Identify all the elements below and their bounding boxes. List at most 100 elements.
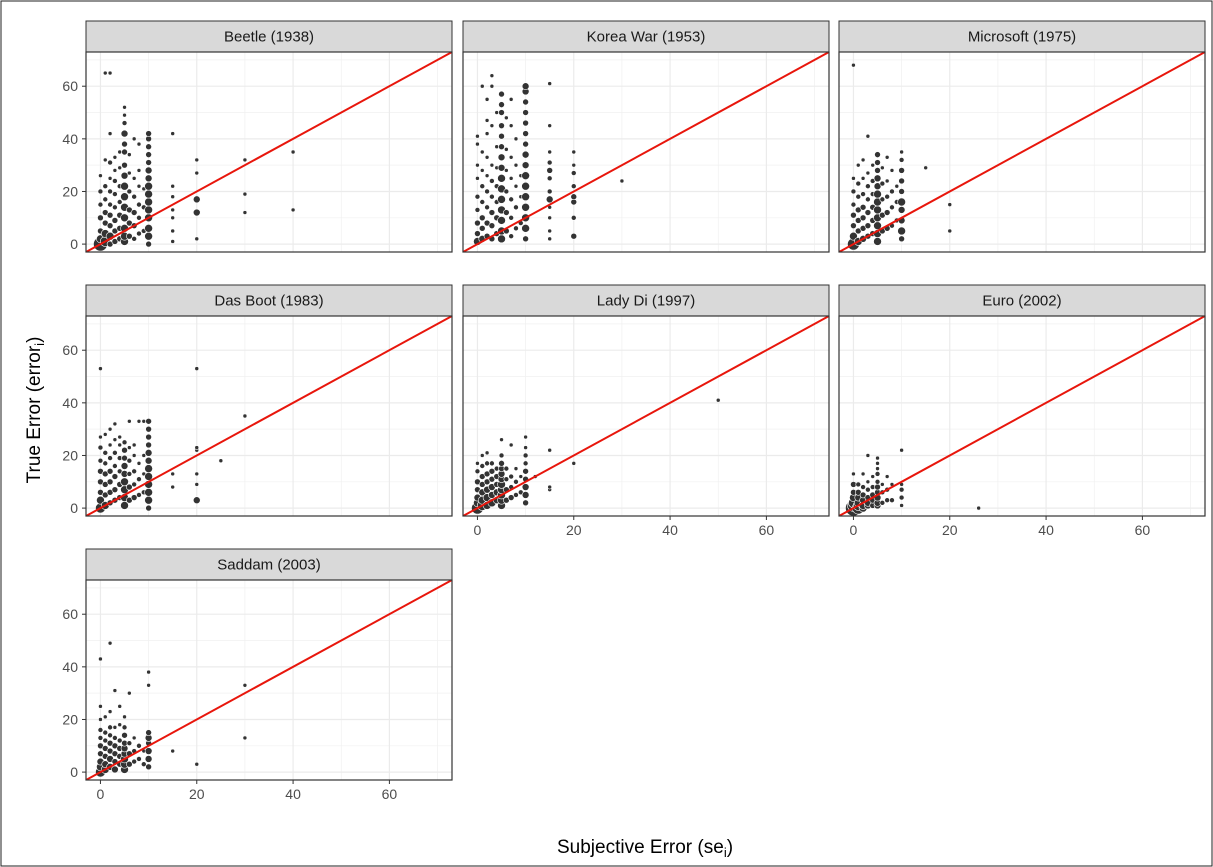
panel-5-strip bbox=[462, 284, 830, 317]
panel-2-point bbox=[619, 178, 625, 184]
panel-4-point bbox=[112, 421, 118, 427]
panel-7-point bbox=[144, 755, 153, 763]
panel-3-point bbox=[898, 235, 905, 243]
panel-2-point bbox=[504, 115, 509, 121]
panel-3-point bbox=[851, 176, 856, 181]
panel-5-point bbox=[513, 466, 519, 471]
panel-6-strip bbox=[838, 284, 1206, 317]
panel-7-point bbox=[98, 717, 103, 722]
panel-3-point bbox=[849, 231, 858, 241]
panel-2-point bbox=[570, 183, 577, 190]
panel-1-point bbox=[144, 197, 153, 207]
panel-4-point bbox=[120, 462, 129, 470]
panel-7-y-tick-label: 60 bbox=[62, 606, 78, 622]
panel-7-point bbox=[145, 763, 152, 771]
panel-3-point bbox=[923, 165, 928, 171]
panel-2-point bbox=[484, 154, 490, 160]
panel-4-point bbox=[102, 432, 108, 437]
panel-3-point bbox=[880, 165, 885, 171]
panel-7-point bbox=[102, 714, 108, 720]
panel-1-point bbox=[170, 183, 175, 189]
panel-2-title: Korea War (1953) bbox=[587, 29, 706, 46]
panel-3-point bbox=[865, 196, 871, 203]
panel-4-y-tick-label: 0 bbox=[70, 500, 78, 516]
panel-3-point bbox=[889, 204, 895, 211]
panel-3-point bbox=[883, 209, 891, 216]
panel-7-point bbox=[97, 727, 104, 733]
panel-1-point bbox=[102, 70, 108, 76]
panel-7-point bbox=[107, 732, 113, 739]
panel-3-point bbox=[884, 193, 890, 200]
panel-7-point bbox=[117, 722, 123, 728]
panel-5-point bbox=[523, 445, 528, 450]
panel-3-point bbox=[897, 226, 906, 236]
panel-3-point bbox=[855, 193, 862, 200]
panel-4-point bbox=[192, 496, 201, 505]
panel-2-point bbox=[571, 149, 577, 155]
panel-1-point bbox=[97, 214, 104, 222]
panel-6-point bbox=[851, 471, 856, 477]
panel-5-point bbox=[547, 484, 552, 490]
panel-7-point bbox=[98, 656, 103, 662]
panel-7-x-tick-label: 20 bbox=[189, 786, 205, 802]
panel-7-point bbox=[97, 735, 104, 741]
panel-4-point bbox=[194, 471, 200, 477]
panel-4-point bbox=[218, 458, 224, 464]
panel-2-point bbox=[547, 81, 552, 86]
panel-2-point bbox=[484, 173, 490, 178]
panel-1-point bbox=[102, 157, 108, 163]
panel-2-point bbox=[497, 153, 506, 162]
panel-2-point bbox=[479, 199, 486, 205]
panel-2-point bbox=[513, 183, 519, 189]
panel-5-point bbox=[475, 461, 480, 466]
panel-1-point bbox=[112, 154, 118, 160]
panel-1-point bbox=[145, 159, 152, 166]
panel-3-point bbox=[859, 214, 867, 222]
panel-1-point bbox=[242, 191, 248, 197]
panel-4-point bbox=[194, 482, 200, 487]
panel-7-point bbox=[146, 669, 151, 675]
panel-1-point bbox=[170, 131, 175, 136]
panel-4-point bbox=[107, 442, 113, 448]
panel-6-x-tick-label: 0 bbox=[850, 522, 858, 538]
panel-4-point bbox=[112, 463, 118, 469]
panel-1-point bbox=[144, 224, 153, 233]
panel-1-point bbox=[121, 120, 128, 126]
panel-2-point bbox=[546, 175, 553, 182]
panel-2-point bbox=[522, 109, 529, 116]
panel-1-point bbox=[121, 148, 128, 156]
panel-7-point bbox=[194, 761, 200, 767]
panel-6-point bbox=[898, 486, 905, 493]
panel-2-point bbox=[522, 98, 529, 106]
panel-4-y-tick-label: 60 bbox=[62, 342, 78, 358]
panel-1-point bbox=[170, 228, 175, 234]
panel-3-point bbox=[860, 191, 866, 197]
panel-3-point bbox=[884, 154, 890, 160]
panel-6-point bbox=[899, 503, 904, 508]
panel-7-point bbox=[122, 714, 127, 720]
panel-7-point bbox=[144, 747, 153, 755]
panel-4-point bbox=[98, 366, 103, 371]
panel-1-point bbox=[98, 173, 103, 178]
panel-2-point bbox=[521, 150, 530, 159]
panel-1-point bbox=[131, 236, 137, 242]
panel-5-point bbox=[521, 483, 530, 491]
panel-1-point bbox=[107, 131, 113, 136]
panel-1-point bbox=[112, 204, 118, 211]
panel-5-point bbox=[522, 460, 529, 467]
panel-3-point bbox=[897, 197, 906, 207]
panel-3-point bbox=[851, 62, 856, 68]
panel-4-point bbox=[102, 460, 109, 467]
panel-2-point bbox=[513, 225, 519, 232]
panel-1-point bbox=[130, 209, 138, 216]
panel-5-point bbox=[498, 452, 505, 459]
panel-1-point bbox=[144, 189, 153, 199]
panel-7-point bbox=[117, 704, 123, 709]
panel-3-point bbox=[898, 188, 905, 195]
panel-1-point bbox=[106, 222, 114, 229]
panel-2-point bbox=[488, 222, 496, 229]
panel-7-x-tick-label: 40 bbox=[285, 786, 301, 802]
panel-4-point bbox=[145, 504, 152, 512]
panel-5-point bbox=[715, 397, 721, 403]
panel-2-point bbox=[494, 110, 500, 115]
